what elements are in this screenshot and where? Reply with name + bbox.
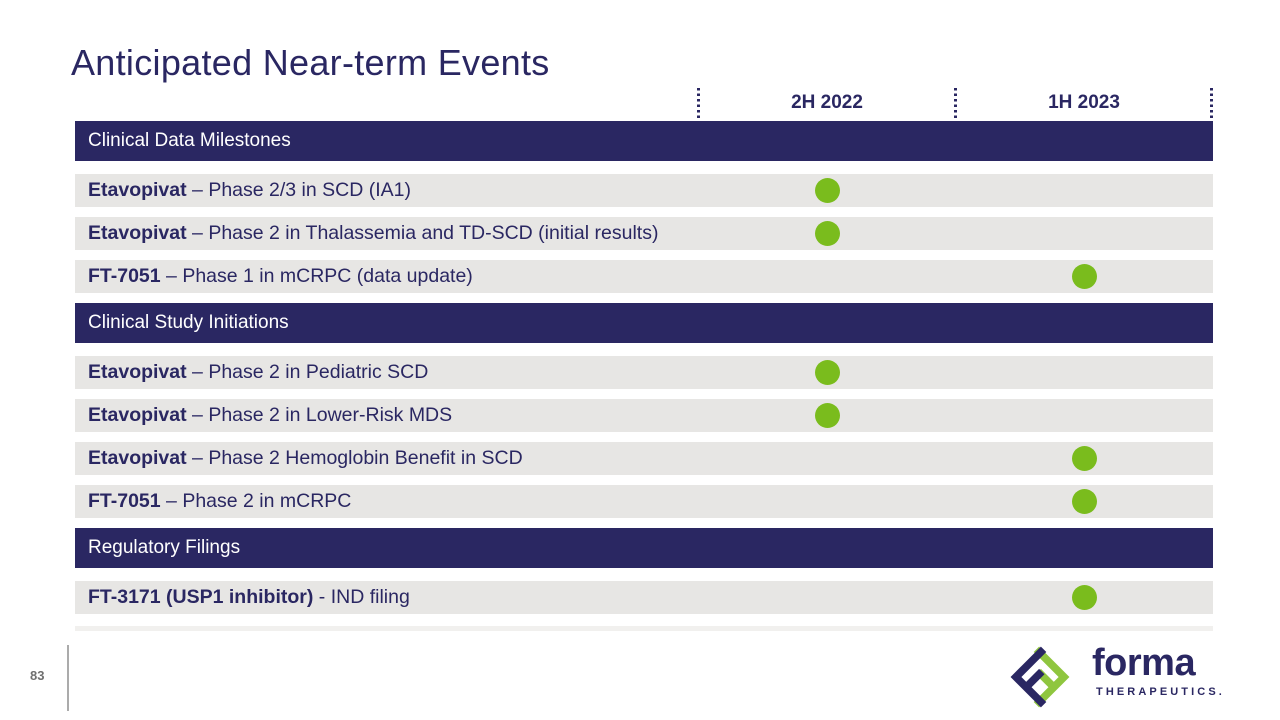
logo-subtitle: THERAPEUTICS. <box>1096 686 1225 698</box>
milestone-name: Etavopivat <box>88 222 187 244</box>
milestone-name: FT-7051 <box>88 490 161 512</box>
milestone-label: Etavopivat – Phase 2/3 in SCD (IA1) <box>75 174 1213 207</box>
milestone-section: Clinical Study Initiations Etavopivat – P… <box>75 303 1213 518</box>
milestone-row: Etavopivat – Phase 2 in Thalassemia and … <box>75 217 1213 250</box>
timeline-dotted-divider-left <box>697 88 700 119</box>
milestone-description: Phase 2 in Lower-Risk MDS <box>208 404 453 426</box>
milestone-name: FT-3171 (USP1 inhibitor) <box>88 586 314 608</box>
logo-wordmark: forma <box>1092 642 1196 684</box>
milestone-dot <box>1071 489 1097 514</box>
section-header: Clinical Study Initiations <box>75 303 1213 343</box>
milestone-dot <box>814 403 840 428</box>
milestone-description: IND filing <box>330 586 410 608</box>
timeline-dotted-divider-right <box>1210 88 1213 119</box>
page-number: 83 <box>30 668 45 683</box>
milestone-separator: – <box>160 265 183 287</box>
milestone-separator: – <box>186 222 209 244</box>
milestone-name: FT-7051 <box>88 265 161 287</box>
partial-row-strip <box>75 626 1213 631</box>
milestone-description: Phase 1 in mCRPC (data update) <box>182 265 473 287</box>
milestone-description: Phase 2 in Pediatric SCD <box>208 361 429 383</box>
milestone-dot <box>1071 264 1097 289</box>
section-header: Regulatory Filings <box>75 528 1213 568</box>
milestone-dot <box>814 360 840 385</box>
milestone-dot <box>814 221 840 246</box>
milestone-description: Phase 2 in mCRPC <box>182 490 352 512</box>
milestone-row: Etavopivat – Phase 2/3 in SCD (IA1) <box>75 174 1213 207</box>
milestone-section: Clinical Data Milestones Etavopivat – Pha… <box>75 121 1213 293</box>
milestone-section: Regulatory Filings FT-3171 (USP1 inhibito… <box>75 528 1213 614</box>
milestone-description: Phase 2/3 in SCD (IA1) <box>208 179 411 201</box>
milestone-separator: – <box>186 404 209 426</box>
milestone-description: Phase 2 Hemoglobin Benefit in SCD <box>208 447 523 469</box>
milestone-dot <box>1071 446 1097 471</box>
milestone-separator: – <box>186 361 209 383</box>
milestone-label: Etavopivat – Phase 2 Hemoglobin Benefit … <box>75 442 1213 475</box>
forma-logo: forma THERAPEUTICS. <box>1006 640 1236 715</box>
milestones-table: Clinical Data Milestones Etavopivat – Pha… <box>75 121 1213 624</box>
milestone-name: Etavopivat <box>88 179 187 201</box>
footer-divider-line <box>67 645 69 711</box>
milestone-label: FT-7051 – Phase 2 in mCRPC <box>75 485 1213 518</box>
milestone-label: Etavopivat – Phase 2 in Lower-Risk MDS <box>75 399 1213 432</box>
milestone-row: FT-7051 – Phase 2 in mCRPC <box>75 485 1213 518</box>
milestone-label: FT-3171 (USP1 inhibitor) - IND filing <box>75 581 1213 614</box>
milestone-dot <box>814 178 840 203</box>
milestone-dot <box>1071 585 1097 610</box>
milestone-label: Etavopivat – Phase 2 in Thalassemia and … <box>75 217 1213 250</box>
milestone-separator: – <box>186 179 209 201</box>
milestone-row: Etavopivat – Phase 2 in Lower-Risk MDS <box>75 399 1213 432</box>
milestone-label: FT-7051 – Phase 1 in mCRPC (data update) <box>75 260 1213 293</box>
forma-diamond-icon <box>1010 646 1070 708</box>
milestone-row: FT-7051 – Phase 1 in mCRPC (data update) <box>75 260 1213 293</box>
milestone-name: Etavopivat <box>88 404 187 426</box>
timeline-dotted-divider-middle <box>954 88 957 119</box>
milestone-row: FT-3171 (USP1 inhibitor) - IND filing <box>75 581 1213 614</box>
timeline-column-1h-2023: 1H 2023 <box>1048 92 1120 113</box>
milestone-separator: - <box>313 586 331 608</box>
milestone-label: Etavopivat – Phase 2 in Pediatric SCD <box>75 356 1213 389</box>
milestone-name: Etavopivat <box>88 447 187 469</box>
milestone-row: Etavopivat – Phase 2 in Pediatric SCD <box>75 356 1213 389</box>
milestone-description: Phase 2 in Thalassemia and TD-SCD (initi… <box>208 222 659 244</box>
timeline-column-2h-2022: 2H 2022 <box>791 92 863 113</box>
section-header: Clinical Data Milestones <box>75 121 1213 161</box>
slide-title: Anticipated Near-term Events <box>71 42 550 83</box>
milestone-separator: – <box>160 490 183 512</box>
milestone-name: Etavopivat <box>88 361 187 383</box>
milestone-row: Etavopivat – Phase 2 Hemoglobin Benefit … <box>75 442 1213 475</box>
milestone-separator: – <box>186 447 209 469</box>
